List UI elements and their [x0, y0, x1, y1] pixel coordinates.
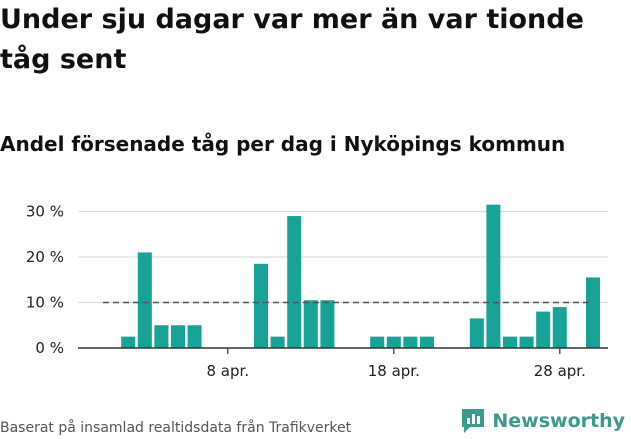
x-tick-label: 28 apr.: [534, 362, 586, 380]
bar: [303, 300, 318, 348]
y-tick-label: 30 %: [26, 203, 64, 221]
bar: [420, 336, 434, 348]
bar: [536, 311, 551, 348]
bar: [552, 307, 567, 348]
y-axis-ticks: 0 % 10 % 20 % 30 %: [26, 203, 64, 358]
bar: [469, 318, 484, 348]
bar: [519, 336, 534, 348]
bar: [320, 300, 335, 348]
x-tick-label: 18 apr.: [368, 362, 420, 380]
x-axis-ticks: 8 apr. 18 apr. 28 apr.: [207, 348, 586, 380]
bar: [586, 277, 600, 348]
grid-lines: [78, 210, 608, 304]
bar: [137, 252, 152, 348]
bar: [254, 263, 268, 348]
y-tick-label: 0 %: [35, 339, 64, 357]
brand-name: Newsworthy: [492, 410, 625, 432]
bar-chart: 0 % 10 % 20 % 30 % 8 apr. 18 apr. 28 apr.: [26, 203, 608, 380]
bar: [287, 216, 302, 348]
bars: [121, 204, 600, 348]
bar: [370, 336, 385, 348]
y-tick-label: 10 %: [26, 294, 64, 312]
x-tick-label: 8 apr.: [207, 362, 250, 380]
bar: [187, 325, 202, 348]
newsworthy-logo-icon: [462, 409, 485, 433]
y-tick-label: 20 %: [26, 248, 64, 266]
bar: [154, 325, 169, 348]
bar: [503, 336, 517, 348]
bar: [270, 336, 285, 348]
bar: [386, 336, 401, 348]
bar: [403, 336, 418, 348]
source-note: Baserat på insamlad realtidsdata från Tr…: [0, 420, 352, 436]
bar: [486, 204, 501, 348]
bar: [121, 336, 136, 348]
chart-subtitle: Andel försenade tåg per dag i Nyköpings …: [0, 132, 566, 156]
brand-logo[interactable]: Newsworthy: [460, 407, 625, 435]
bar: [171, 325, 185, 348]
chart-title: Under sju dagar var mer än var tionde tå…: [0, 4, 584, 75]
